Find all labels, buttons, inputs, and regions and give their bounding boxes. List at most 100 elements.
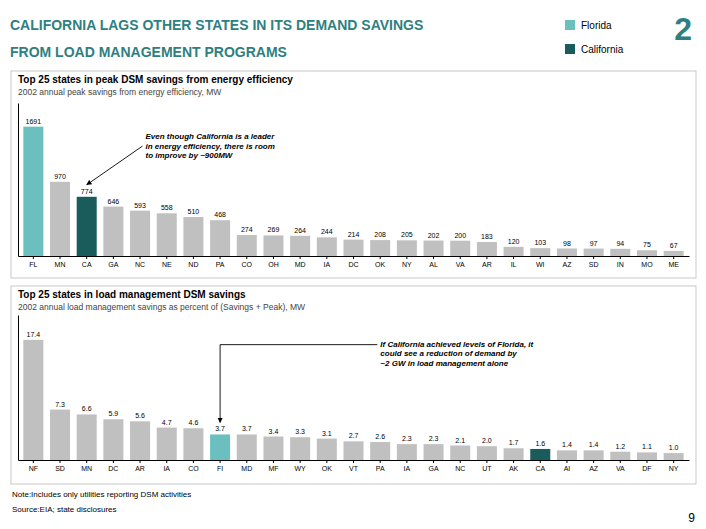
bar [263,437,283,460]
x-tick-mark [593,256,594,259]
x-tick-mark [166,460,167,463]
legend-label: California [581,44,624,55]
bar [610,452,630,460]
x-tick-label: CO [242,261,253,268]
x-tick: OH [268,256,279,268]
legend: Florida California [565,20,624,55]
x-tick: CO [188,460,199,472]
x-tick-mark [353,256,354,259]
data-label: 183 [481,233,493,240]
x-tick-label: IA [163,465,170,472]
bar [237,434,257,460]
annotation-line: Even though California is a leader [145,132,275,141]
data-label: 103 [534,239,546,246]
bar [237,235,257,256]
x-tick-mark [620,460,621,463]
data-labels: 1691970774646593558510468274269264244214… [26,118,678,249]
data-label: 67 [670,242,678,249]
x-tick-label: OK [322,465,332,472]
x-tick-mark [246,460,247,463]
x-tick-mark [513,460,514,463]
x-tick-label: SD [589,261,599,268]
x-tick-mark [60,256,61,259]
x-tick-mark [406,460,407,463]
x-tick-label: IL [511,261,517,268]
annotation-arrow [87,146,143,185]
x-tick-label: IN [617,261,624,268]
x-tick: NY [402,256,412,268]
x-tick-label: AK [509,465,519,472]
data-label: 4.6 [189,419,199,426]
bar [103,419,123,460]
x-tick: CO [242,256,253,268]
x-axis: NFSDMNDCARIACOFIMDMFWYOKVTPAIAGANCUTAKCA… [19,460,690,472]
data-label: 6.6 [82,405,92,412]
y-axis [18,104,19,257]
bar [584,450,604,460]
data-label: 1.6 [535,440,545,447]
x-tick-label: OH [268,261,279,268]
x-tick: DC [108,460,118,472]
bar [424,241,444,256]
bar [504,247,524,256]
x-tick-label: NC [135,261,145,268]
data-label: 97 [590,240,598,247]
chart-subtitle: 2002 annual load management savings as p… [18,302,305,312]
x-tick-mark [300,256,301,259]
x-tick: AL [429,256,438,268]
x-tick: AK [509,460,519,472]
x-tick-label: NE [162,261,172,268]
data-label: 7.3 [55,401,65,408]
annotation-arrow [220,345,377,423]
x-tick-label: MD [241,465,252,472]
x-tick-label: IA [404,465,411,472]
bar [77,197,97,256]
bar [343,240,363,256]
bar [664,251,684,256]
data-label: 2.7 [349,432,359,439]
x-tick-label: AZ [589,465,599,472]
data-label: 94 [616,240,624,247]
x-tick: IL [511,256,517,268]
data-label: 774 [81,188,93,195]
x-tick-mark [620,256,621,259]
source: Source:EIA; state disclosures [12,505,117,514]
bar [23,340,43,460]
x-tick-mark [486,256,487,259]
x-tick: OK [322,460,332,472]
x-tick: PA [216,256,225,268]
x-tick-mark [566,256,567,259]
bar [183,217,203,256]
x-tick-label: MN [81,465,92,472]
x-tick-mark [513,256,514,259]
x-tick: MF [268,460,278,472]
annotation-line: ~2 GW in load management alone [380,359,508,368]
legend-swatch [565,20,575,30]
data-label: 2.6 [375,433,385,440]
data-label: 1.1 [642,443,652,450]
x-tick-mark [246,256,247,259]
x-tick-mark [406,256,407,259]
x-tick-mark [113,256,114,259]
page-title-line: FROM LOAD MANAGEMENT PROGRAMS [10,44,287,60]
chart-title: Top 25 states in load management DSM sav… [18,289,246,300]
x-tick-label: VT [349,465,359,472]
x-tick-label: CO [188,465,199,472]
x-tick-label: DF [642,465,651,472]
y-axis-line [18,316,19,461]
x-tick-label: AR [482,261,492,268]
slide-number: 2 [674,11,692,47]
x-tick-mark [193,460,194,463]
x-tick-label: ND [188,261,198,268]
x-tick-mark [86,460,87,463]
x-tick-mark [220,256,221,259]
chart-panel: Top 25 states in peak DSM savings from e… [11,71,696,278]
x-tick-label: MF [268,465,278,472]
chart-title: Top 25 states in peak DSM savings from e… [18,74,293,85]
legend-label: Florida [581,20,612,31]
data-label: 510 [188,208,200,215]
data-label: 2.3 [402,435,412,442]
chart-panel: Top 25 states in load management DSM sav… [11,286,696,484]
x-tick-mark [273,460,274,463]
data-label: 274 [241,226,253,233]
